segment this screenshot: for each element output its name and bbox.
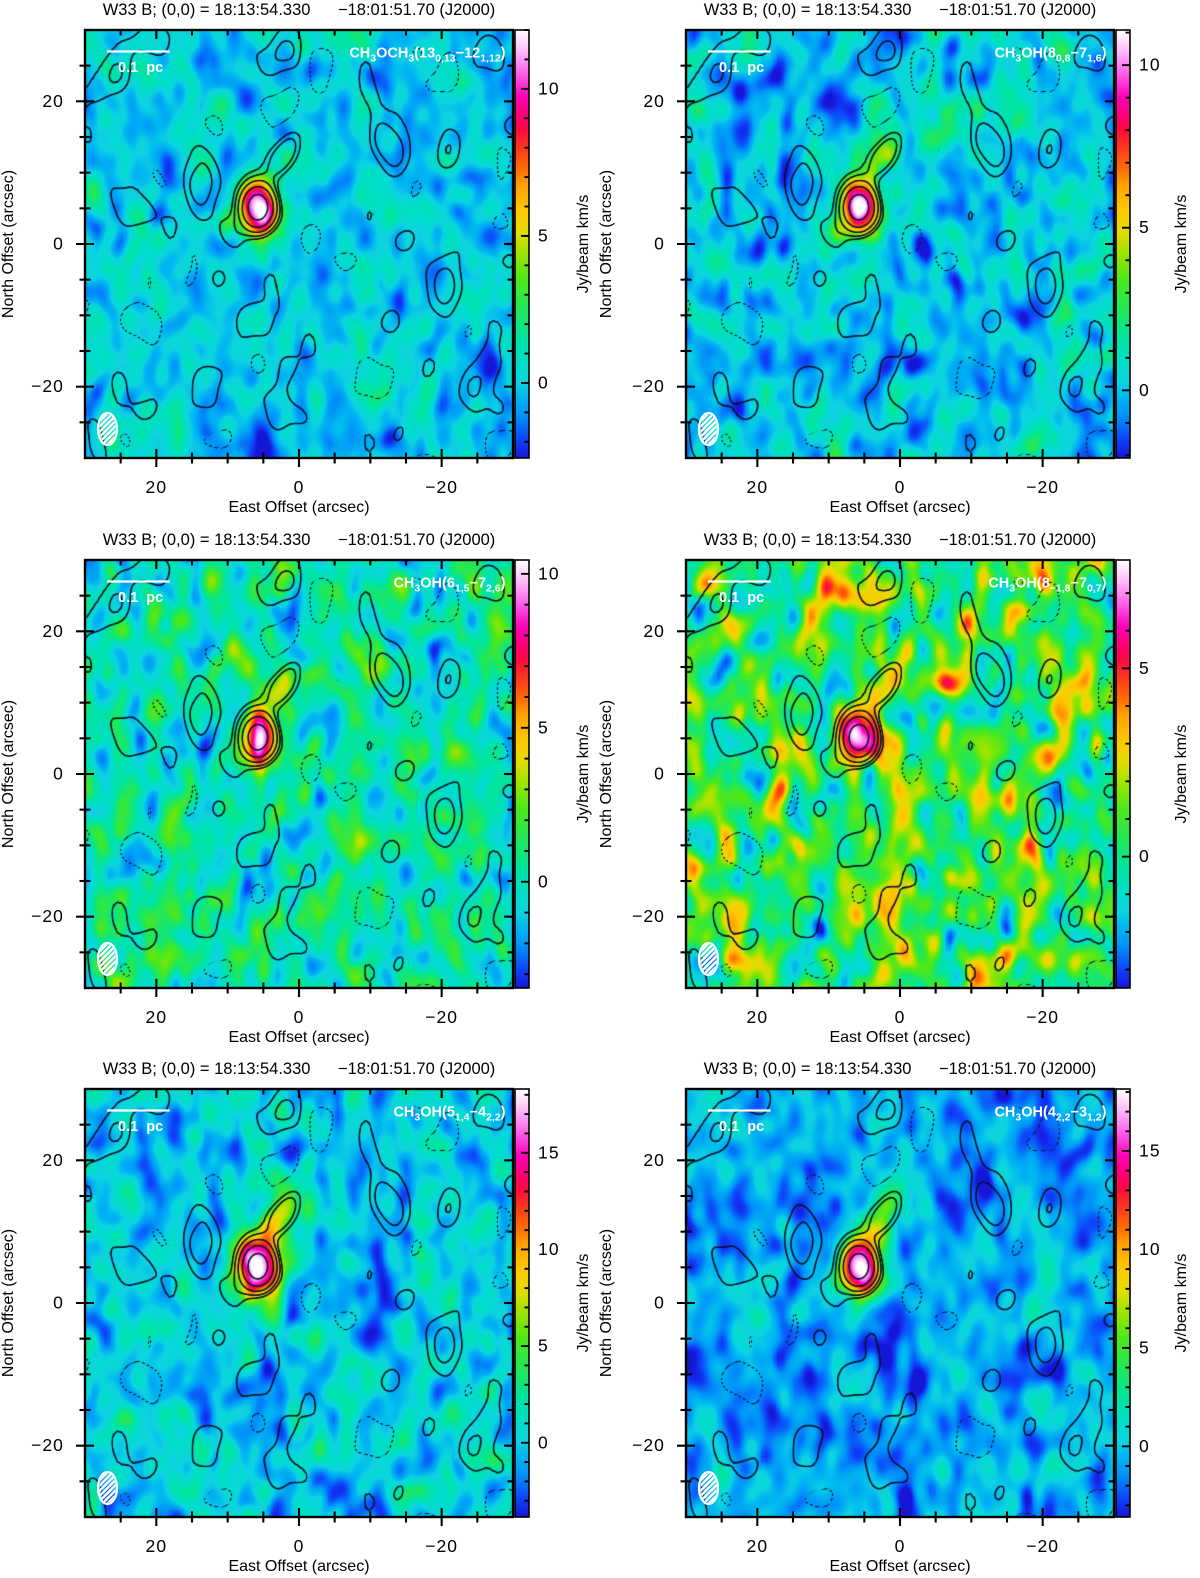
svg-text:CH3OCH3(130,13−121,12): CH3OCH3(130,13−121,12)	[349, 46, 505, 65]
svg-text:0.1 pc: 0.1 pc	[719, 1119, 764, 1135]
svg-text:W33 B; (0,0) = 18:13:54.330: W33 B; (0,0) = 18:13:54.330 −18:01:51.70…	[103, 1060, 496, 1078]
svg-text:0: 0	[294, 477, 305, 497]
svg-text:0: 0	[654, 1292, 665, 1312]
svg-text:−20: −20	[1026, 1536, 1059, 1556]
svg-text:0: 0	[294, 1536, 305, 1556]
svg-text:20: 20	[746, 1007, 768, 1027]
svg-text:0: 0	[538, 372, 549, 392]
svg-text:W33 B; (0,0) = 18:13:54.330: W33 B; (0,0) = 18:13:54.330 −18:01:51.70…	[103, 531, 496, 549]
svg-text:−20: −20	[31, 1435, 64, 1455]
svg-text:15: 15	[538, 1142, 560, 1162]
svg-text:10: 10	[538, 563, 560, 583]
svg-text:0.1 pc: 0.1 pc	[118, 590, 163, 606]
svg-text:5: 5	[538, 225, 549, 245]
svg-text:0.1 pc: 0.1 pc	[118, 60, 163, 76]
svg-text:0: 0	[895, 1007, 906, 1027]
svg-text:−20: −20	[632, 376, 665, 396]
svg-text:0: 0	[654, 763, 665, 783]
svg-text:CH3OH(61,5−72,6): CH3OH(61,5−72,6)	[393, 576, 505, 595]
svg-text:−20: −20	[425, 1007, 458, 1027]
svg-text:North Offset (arcsec): North Offset (arcsec)	[598, 170, 615, 318]
svg-text:5: 5	[1139, 217, 1150, 237]
svg-text:0: 0	[294, 1007, 305, 1027]
svg-text:East Offset (arcsec): East Offset (arcsec)	[829, 1558, 970, 1575]
svg-text:15: 15	[1139, 1141, 1161, 1161]
svg-text:0: 0	[895, 477, 906, 497]
svg-text:Jy/beam km/s: Jy/beam km/s	[575, 195, 592, 294]
svg-text:0.1 pc: 0.1 pc	[118, 1119, 163, 1135]
svg-text:East Offset (arcsec): East Offset (arcsec)	[228, 1029, 369, 1046]
svg-text:CH3OH(51,4−42,2): CH3OH(51,4−42,2)	[393, 1105, 505, 1124]
svg-text:20: 20	[746, 1536, 768, 1556]
svg-text:East Offset (arcsec): East Offset (arcsec)	[228, 1558, 369, 1575]
svg-text:0: 0	[53, 763, 64, 783]
svg-text:−20: −20	[31, 376, 64, 396]
svg-text:0: 0	[53, 1292, 64, 1312]
svg-text:5: 5	[538, 717, 549, 737]
svg-text:North Offset (arcsec): North Offset (arcsec)	[598, 700, 615, 848]
svg-text:20: 20	[643, 621, 665, 641]
svg-text:20: 20	[746, 477, 768, 497]
svg-text:20: 20	[643, 1150, 665, 1170]
svg-text:CH3OH(8−1,8−70,7): CH3OH(8−1,8−70,7)	[988, 576, 1106, 595]
svg-text:20: 20	[145, 1007, 167, 1027]
svg-text:−20: −20	[632, 1435, 665, 1455]
svg-text:5: 5	[1139, 658, 1150, 678]
svg-text:20: 20	[42, 621, 64, 641]
svg-text:Jy/beam km/s: Jy/beam km/s	[1173, 725, 1190, 824]
svg-text:5: 5	[538, 1336, 549, 1356]
svg-text:W33 B; (0,0) = 18:13:54.330: W33 B; (0,0) = 18:13:54.330 −18:01:51.70…	[704, 1, 1097, 19]
svg-text:W33 B; (0,0) = 18:13:54.330: W33 B; (0,0) = 18:13:54.330 −18:01:51.70…	[103, 1, 496, 19]
svg-text:−20: −20	[425, 1536, 458, 1556]
svg-text:20: 20	[643, 91, 665, 111]
svg-text:0.1 pc: 0.1 pc	[719, 590, 764, 606]
svg-text:North Offset (arcsec): North Offset (arcsec)	[0, 1229, 17, 1377]
svg-text:10: 10	[1139, 1239, 1161, 1259]
svg-text:W33 B; (0,0) = 18:13:54.330: W33 B; (0,0) = 18:13:54.330 −18:01:51.70…	[704, 1060, 1097, 1078]
svg-text:−20: −20	[425, 477, 458, 497]
svg-text:0: 0	[538, 1432, 549, 1452]
svg-text:20: 20	[145, 477, 167, 497]
svg-text:East Offset (arcsec): East Offset (arcsec)	[829, 499, 970, 516]
svg-text:−20: −20	[1026, 1007, 1059, 1027]
svg-text:0: 0	[895, 1536, 906, 1556]
svg-text:0: 0	[1139, 1436, 1150, 1456]
svg-text:0: 0	[53, 233, 64, 253]
svg-text:CH3OH(80,8−71,6): CH3OH(80,8−71,6)	[994, 46, 1106, 65]
svg-text:20: 20	[42, 91, 64, 111]
svg-text:−20: −20	[1026, 477, 1059, 497]
svg-text:10: 10	[1139, 55, 1161, 75]
svg-text:10: 10	[538, 78, 560, 98]
svg-text:0: 0	[1139, 380, 1150, 400]
svg-text:0: 0	[654, 233, 665, 253]
svg-text:20: 20	[145, 1536, 167, 1556]
svg-text:5: 5	[1139, 1337, 1150, 1357]
svg-text:North Offset (arcsec): North Offset (arcsec)	[0, 700, 17, 848]
svg-text:0: 0	[538, 871, 549, 891]
svg-text:North Offset (arcsec): North Offset (arcsec)	[0, 170, 17, 318]
svg-text:−20: −20	[31, 906, 64, 926]
svg-text:Jy/beam km/s: Jy/beam km/s	[575, 725, 592, 824]
svg-text:East Offset (arcsec): East Offset (arcsec)	[228, 499, 369, 516]
svg-text:Jy/beam km/s: Jy/beam km/s	[1173, 1254, 1190, 1353]
svg-text:North Offset (arcsec): North Offset (arcsec)	[598, 1229, 615, 1377]
svg-text:−20: −20	[632, 906, 665, 926]
svg-text:10: 10	[538, 1239, 560, 1259]
svg-text:20: 20	[42, 1150, 64, 1170]
svg-text:Jy/beam km/s: Jy/beam km/s	[1173, 195, 1190, 294]
svg-text:0.1 pc: 0.1 pc	[719, 60, 764, 76]
svg-text:Jy/beam km/s: Jy/beam km/s	[575, 1254, 592, 1353]
svg-text:East Offset (arcsec): East Offset (arcsec)	[829, 1029, 970, 1046]
svg-text:CH3OH(42,2−31,2): CH3OH(42,2−31,2)	[994, 1105, 1106, 1124]
svg-text:0: 0	[1139, 846, 1150, 866]
svg-text:W33 B; (0,0) = 18:13:54.330: W33 B; (0,0) = 18:13:54.330 −18:01:51.70…	[704, 531, 1097, 549]
